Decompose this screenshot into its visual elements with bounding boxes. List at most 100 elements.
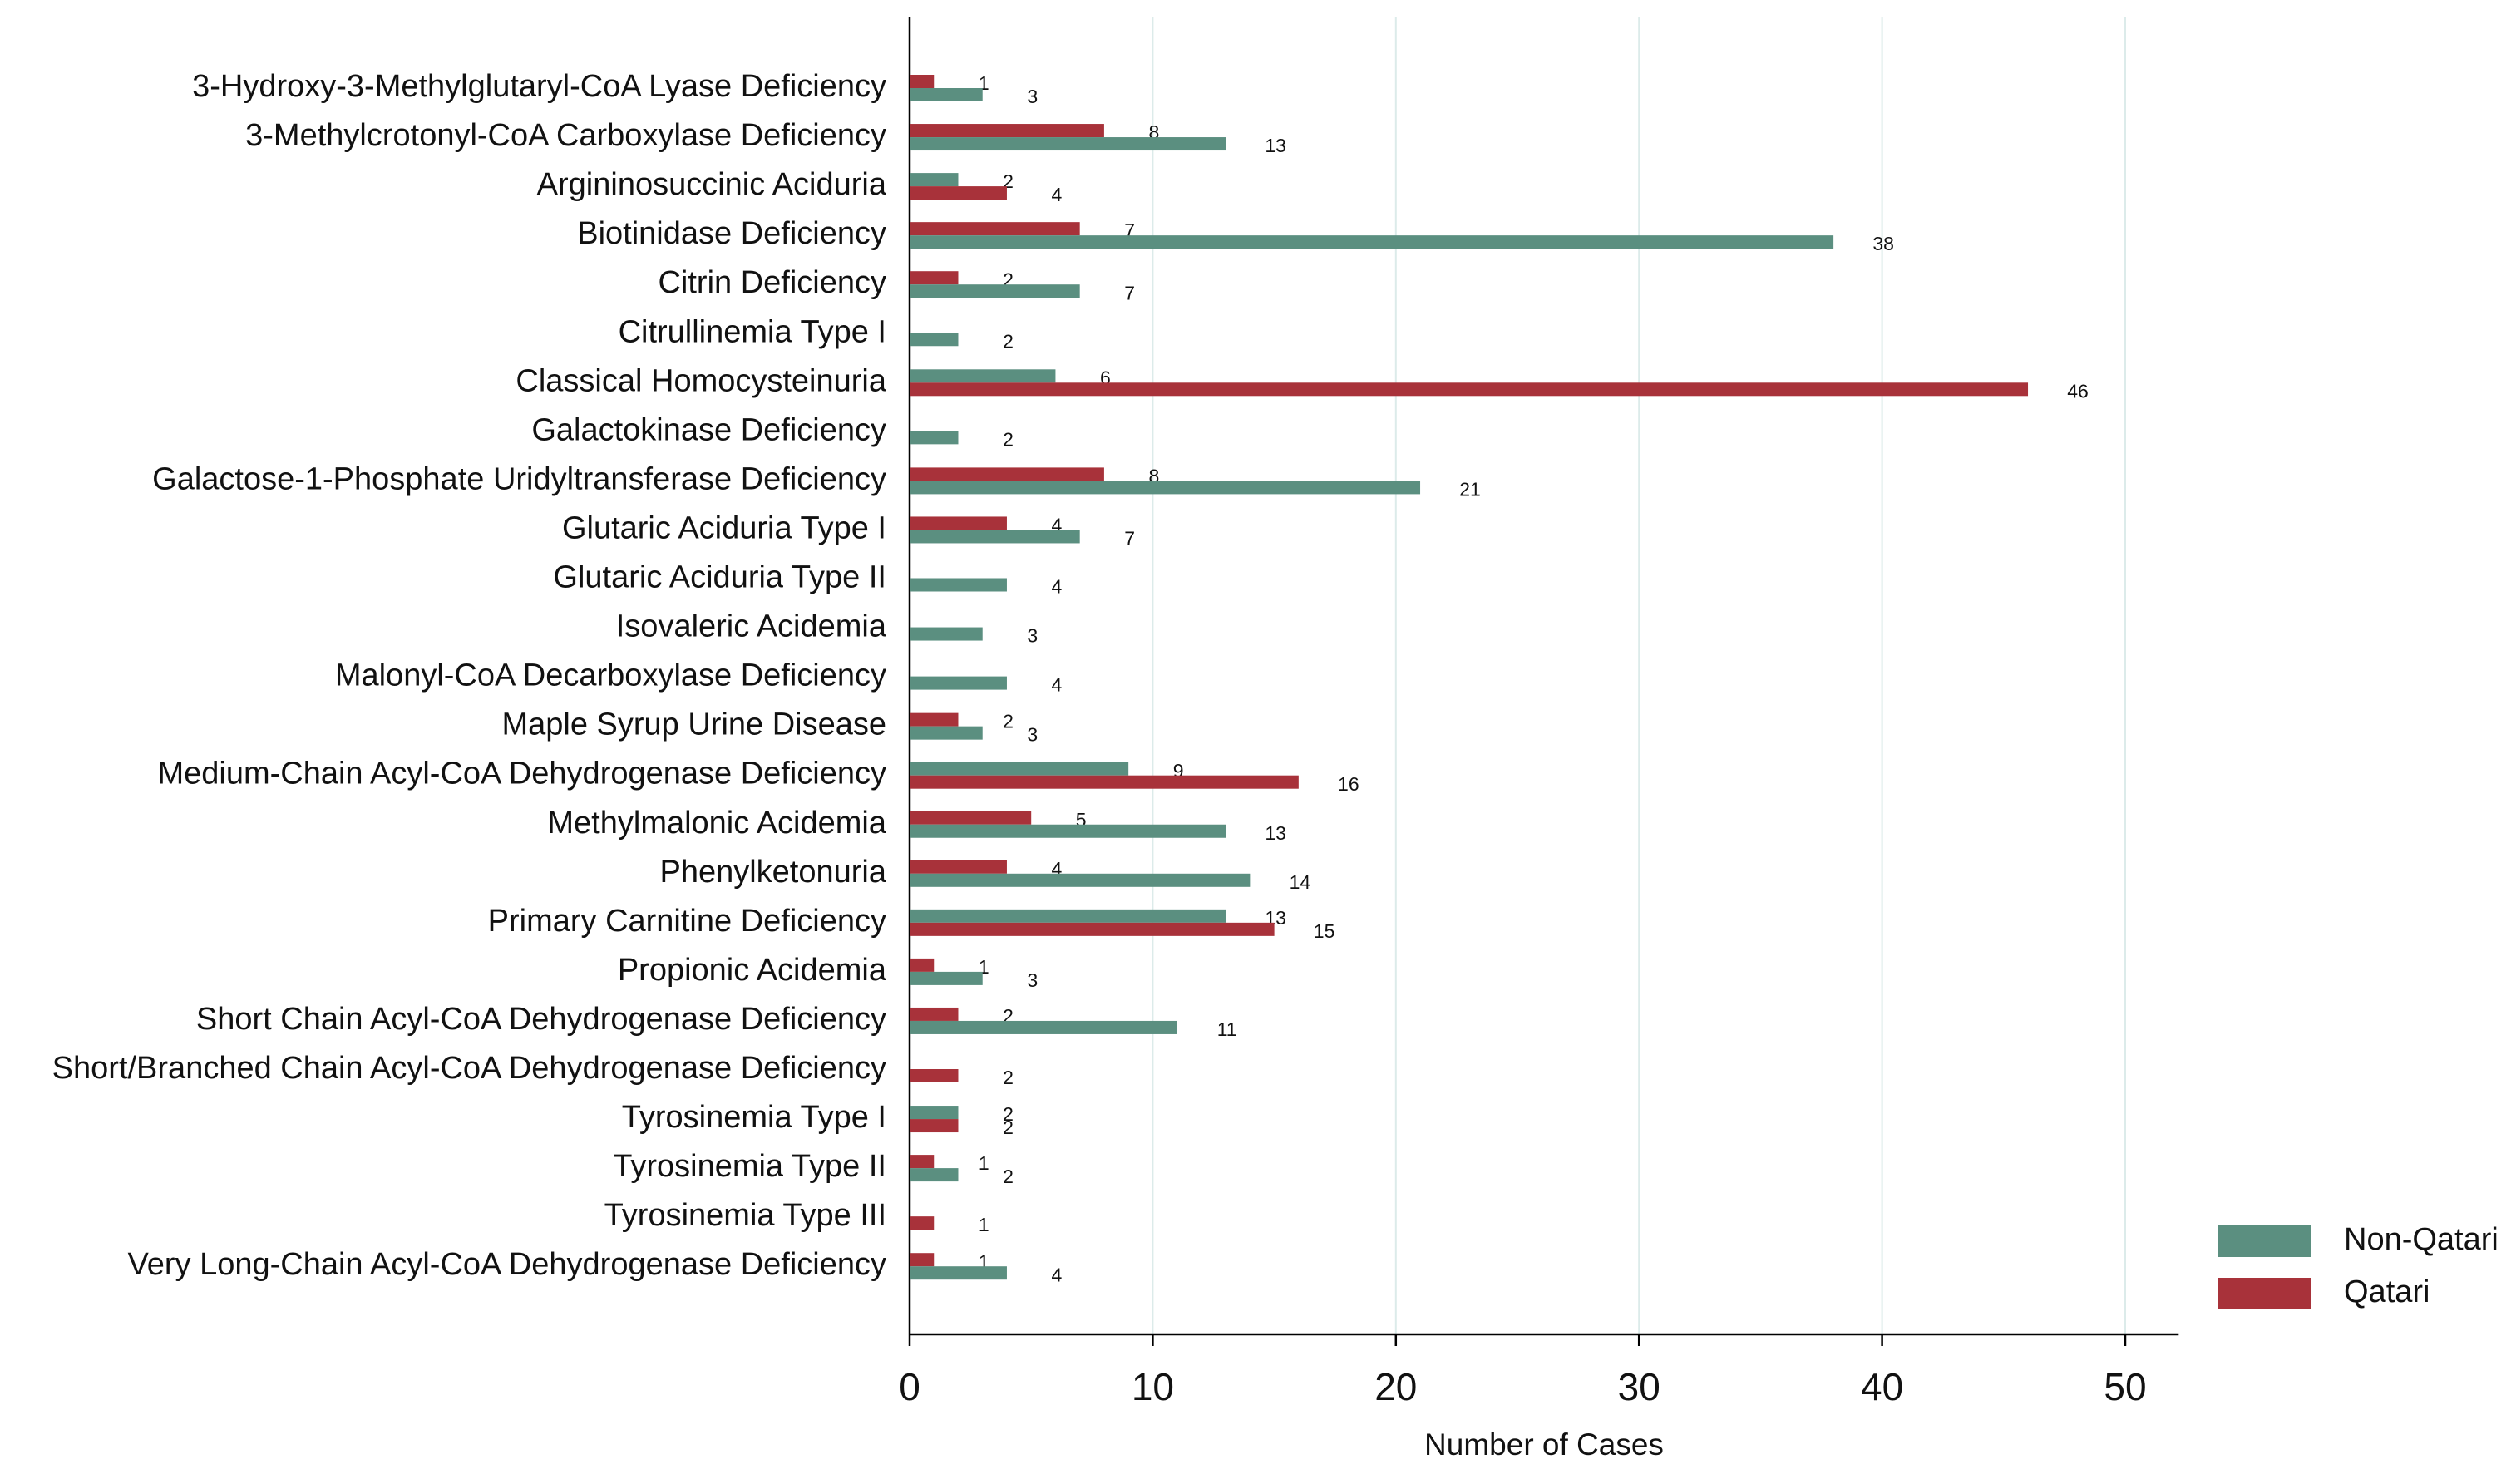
value-label: 4	[1052, 184, 1063, 205]
bar	[910, 909, 1226, 923]
bar	[910, 1007, 959, 1021]
y-tick-label: Short Chain Acyl-CoA Dehydrogenase Defic…	[196, 1002, 886, 1037]
y-tick-label: Malonyl-CoA Decarboxylase Deficiency	[335, 658, 886, 693]
y-tick-label: Tyrosinemia Type I	[622, 1100, 886, 1135]
value-label: 2	[1003, 1067, 1014, 1088]
bar	[910, 530, 1080, 544]
y-tick-label: Short/Branched Chain Acyl-CoA Dehydrogen…	[52, 1051, 886, 1086]
y-tick-label: 3-Methylcrotonyl-CoA Carboxylase Deficie…	[245, 118, 886, 153]
bar	[910, 676, 1007, 690]
bar	[910, 1106, 959, 1120]
y-tick-label: 3-Hydroxy-3-Methylglutaryl-CoA Lyase Def…	[192, 69, 886, 104]
bar	[910, 173, 959, 187]
y-tick-label: Classical Homocysteinuria	[516, 363, 886, 398]
bar	[910, 1216, 935, 1230]
y-tick-label: Citrullinemia Type I	[619, 314, 886, 349]
bar	[910, 369, 1056, 383]
bar	[910, 431, 959, 445]
legend-swatch	[2218, 1225, 2311, 1257]
value-label: 4	[1052, 1264, 1063, 1285]
value-label: 2	[1003, 1166, 1014, 1187]
y-tick-label: Medium-Chain Acyl-CoA Dehydrogenase Defi…	[157, 757, 886, 791]
y-tick-label: Propionic Acidemia	[618, 953, 887, 988]
bar	[910, 958, 935, 972]
value-label: 3	[1027, 724, 1038, 746]
bar	[910, 271, 959, 285]
bar	[910, 860, 1007, 874]
x-tick-label: 20	[1374, 1365, 1417, 1408]
y-tick-label: Maple Syrup Urine Disease	[501, 707, 886, 742]
bar	[910, 1020, 1177, 1034]
bar	[910, 1069, 959, 1082]
y-tick-label: Phenylketonuria	[659, 855, 886, 890]
y-tick-label: Methylmalonic Acidemia	[547, 806, 886, 841]
value-label: 13	[1265, 135, 1286, 156]
y-tick-label: Tyrosinemia Type II	[613, 1149, 886, 1184]
x-tick-label: 40	[1861, 1365, 1903, 1408]
y-tick-label: Very Long-Chain Acyl-CoA Dehydrogenase D…	[127, 1247, 886, 1282]
value-label: 11	[1217, 1018, 1237, 1040]
bar	[910, 873, 1251, 887]
y-tick-label: Primary Carnitine Deficiency	[488, 904, 886, 939]
value-label: 2	[1003, 711, 1014, 732]
bar	[910, 824, 1226, 838]
bar	[910, 88, 983, 101]
bar	[910, 235, 1834, 249]
y-tick-label: Tyrosinemia Type III	[604, 1198, 886, 1233]
bar	[910, 762, 1129, 776]
x-tick-label: 10	[1132, 1365, 1174, 1408]
value-label: 7	[1124, 282, 1135, 303]
legend-label: Non-Qatari	[2344, 1222, 2499, 1257]
value-label: 2	[1003, 1103, 1014, 1125]
bar	[910, 922, 1275, 936]
bar	[910, 124, 1104, 138]
bar	[910, 775, 1299, 789]
value-label: 1	[979, 1152, 989, 1174]
bar	[910, 75, 935, 88]
y-tick-label: Glutaric Aciduria Type I	[562, 510, 886, 545]
x-axis-label: Number of Cases	[1424, 1427, 1664, 1462]
bar	[910, 726, 983, 740]
y-tick-label: Isovaleric Acidemia	[616, 609, 887, 644]
bar	[910, 971, 983, 985]
value-label: 1	[979, 1214, 989, 1235]
bar	[910, 284, 1080, 298]
y-tick-label: Galactose-1-Phosphate Uridyltransferase …	[152, 461, 886, 496]
legend-swatch	[2218, 1278, 2311, 1309]
bar	[910, 222, 1080, 236]
value-label: 15	[1314, 920, 1335, 942]
bar	[910, 481, 1421, 495]
y-tick-label: Glutaric Aciduria Type II	[553, 560, 886, 595]
bar	[910, 627, 983, 641]
value-label: 3	[1027, 86, 1038, 107]
bar	[910, 811, 1032, 825]
value-label: 4	[1052, 576, 1063, 598]
x-tick-label: 50	[2104, 1365, 2146, 1408]
bar	[910, 1155, 935, 1169]
value-label: 38	[1872, 233, 1894, 254]
value-label: 21	[1459, 478, 1481, 500]
value-label: 14	[1290, 871, 1311, 893]
bar	[910, 186, 1007, 200]
value-label: 2	[1003, 330, 1014, 352]
value-label: 3	[1027, 625, 1038, 647]
bar	[910, 467, 1104, 481]
legend-label: Qatari	[2344, 1274, 2430, 1309]
bar	[910, 137, 1226, 151]
value-label: 4	[1052, 674, 1063, 696]
value-label: 46	[2067, 380, 2089, 402]
bar	[910, 1168, 959, 1182]
bar	[910, 333, 959, 347]
value-label: 13	[1265, 822, 1286, 844]
bar	[910, 712, 959, 727]
y-tick-label: Argininosuccinic Aciduria	[537, 167, 887, 202]
y-tick-label: Biotinidase Deficiency	[577, 216, 886, 251]
bar	[910, 578, 1007, 592]
x-tick-label: 0	[899, 1365, 920, 1408]
bar	[910, 1119, 959, 1133]
y-tick-label: Citrin Deficiency	[658, 265, 886, 300]
value-label: 7	[1124, 528, 1135, 550]
bar	[910, 1266, 1007, 1280]
